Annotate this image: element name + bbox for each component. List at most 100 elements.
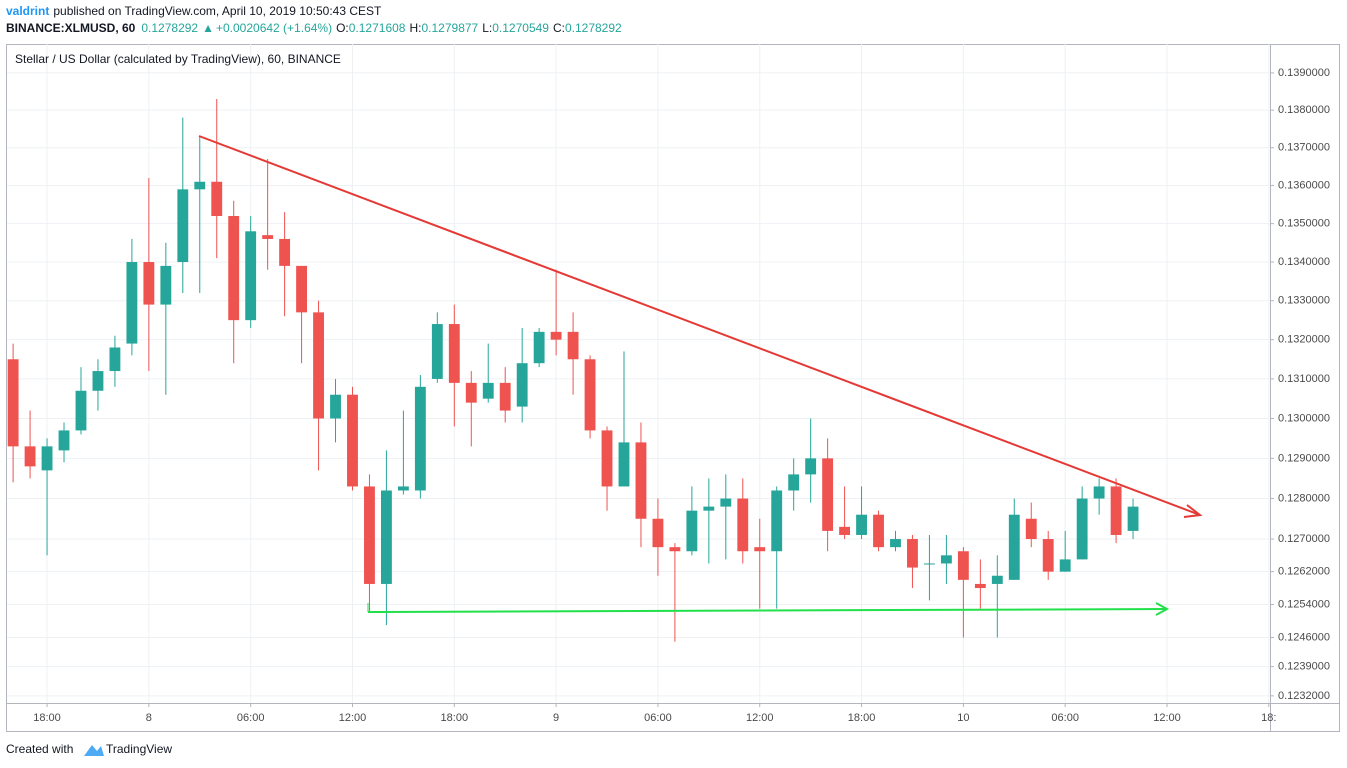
- last-price: 0.1278292: [141, 21, 198, 35]
- candle-body: [1059, 559, 1071, 572]
- candle-body: [313, 312, 324, 419]
- candle-body: [397, 486, 409, 491]
- candle-body: [890, 539, 901, 548]
- brand-logo: [84, 745, 104, 756]
- candle-body: [703, 506, 715, 511]
- candle-body: [1110, 486, 1122, 535]
- candle-body: [907, 539, 918, 568]
- x-tick-label: 18:00: [848, 712, 876, 724]
- candle-body: [347, 394, 358, 487]
- candle-body: [805, 458, 817, 475]
- candle-body: [771, 490, 783, 552]
- candle-body: [24, 446, 36, 467]
- candle-body: [1076, 498, 1088, 560]
- x-tick-label: 8: [146, 712, 152, 724]
- change-arrow: ▲: [202, 21, 214, 35]
- x-tick-label: 06:00: [644, 712, 672, 724]
- y-tick-label: 0.1239000: [1278, 661, 1330, 673]
- y-tick-label: 0.1360000: [1278, 179, 1330, 191]
- header-line: valdrint published on TradingView.com, Ap…: [6, 4, 382, 18]
- candle-body: [143, 262, 155, 305]
- candle-body: [839, 526, 851, 535]
- ohlc-value: 0.1279877: [421, 21, 478, 35]
- x-tick-label: 12:00: [746, 712, 774, 724]
- candle-body: [618, 442, 630, 487]
- candle-body: [296, 265, 308, 313]
- published: published on TradingView.com, April 10, …: [53, 4, 382, 18]
- candle-body: [330, 394, 341, 419]
- candle-body: [635, 442, 647, 519]
- grid: [7, 44, 1270, 703]
- candle-body: [669, 547, 681, 552]
- support-line: [367, 608, 1168, 613]
- candle-body: [211, 181, 223, 216]
- x-tick-label: 18:: [1261, 712, 1276, 724]
- candle-body: [448, 324, 460, 383]
- candle-body: [465, 382, 477, 403]
- footer-text: Created with: [6, 742, 73, 756]
- candle-body: [754, 547, 766, 552]
- y-tick-label: 0.1246000: [1278, 631, 1330, 643]
- y-tick-label: 0.1300000: [1278, 412, 1330, 424]
- x-tick-label: 10: [957, 712, 969, 724]
- candle-body: [940, 555, 952, 564]
- candle-body: [58, 430, 70, 451]
- candle-body: [652, 518, 664, 548]
- author: valdrint: [6, 4, 49, 18]
- candle-body: [991, 575, 1003, 584]
- x-tick-label: 06:00: [1051, 712, 1079, 724]
- header-quote: BINANCE:XLMUSD, 60 0.1278292 ▲ +0.0020642 (…: [6, 21, 622, 35]
- candle-body: [279, 238, 291, 266]
- y-tick-label: 0.1320000: [1278, 334, 1330, 346]
- y-tick-label: 0.1350000: [1278, 218, 1330, 230]
- candle-body: [737, 498, 749, 552]
- candle-body: [228, 215, 240, 321]
- footer-brand[interactable]: TradingView: [106, 742, 172, 756]
- candle-body: [924, 563, 935, 565]
- candle-body: [1025, 518, 1037, 540]
- chart-frame: [6, 44, 1340, 732]
- candle-body: [160, 265, 172, 305]
- y-tick-label: 0.1262000: [1278, 566, 1330, 578]
- candle-body: [856, 514, 867, 535]
- candle-body: [431, 324, 443, 379]
- candle-body: [7, 359, 19, 447]
- y-tick-label: 0.1390000: [1278, 67, 1330, 79]
- axes: 0.1232000 0.1239000 0.1246000 0.1254000 0.12…: [33, 67, 1330, 724]
- drawings: [198, 135, 1203, 616]
- candle-body: [414, 386, 426, 491]
- candle-body: [567, 331, 579, 360]
- x-tick-label: 12:00: [1153, 712, 1181, 724]
- candle-body: [262, 235, 274, 239]
- y-tick-label: 0.1270000: [1278, 533, 1330, 545]
- x-tick-label: 06:00: [237, 712, 265, 724]
- y-tick-label: 0.1370000: [1278, 142, 1330, 154]
- y-tick-label: 0.1340000: [1278, 256, 1330, 268]
- ohlc-label: L:: [482, 21, 492, 35]
- candle-body: [584, 359, 596, 431]
- candle-body: [1008, 514, 1020, 580]
- candle-body: [41, 446, 53, 471]
- candle-body: [194, 181, 206, 190]
- y-tick-label: 0.1280000: [1278, 492, 1330, 504]
- candle-body: [873, 514, 884, 548]
- candle-body: [601, 430, 613, 487]
- change: +0.0020642 (+1.64%): [216, 21, 332, 35]
- x-tick-label: 12:00: [339, 712, 367, 724]
- candle-body: [380, 490, 392, 584]
- y-tick-label: 0.1380000: [1278, 104, 1330, 116]
- candle-body: [499, 382, 511, 411]
- candle-body: [109, 347, 121, 372]
- candle-body: [126, 262, 138, 344]
- ohlc-value: 0.1271608: [349, 21, 406, 35]
- candle-body: [516, 363, 528, 407]
- candle-body: [75, 390, 87, 431]
- support-arrow: [1155, 602, 1170, 616]
- symbol: BINANCE:XLMUSD, 60: [6, 21, 136, 35]
- candle-body: [822, 458, 834, 531]
- candle-body: [1127, 506, 1139, 531]
- x-tick-label: 9: [553, 712, 559, 724]
- y-tick-label: 0.1232000: [1278, 690, 1330, 702]
- candle-body: [245, 231, 257, 321]
